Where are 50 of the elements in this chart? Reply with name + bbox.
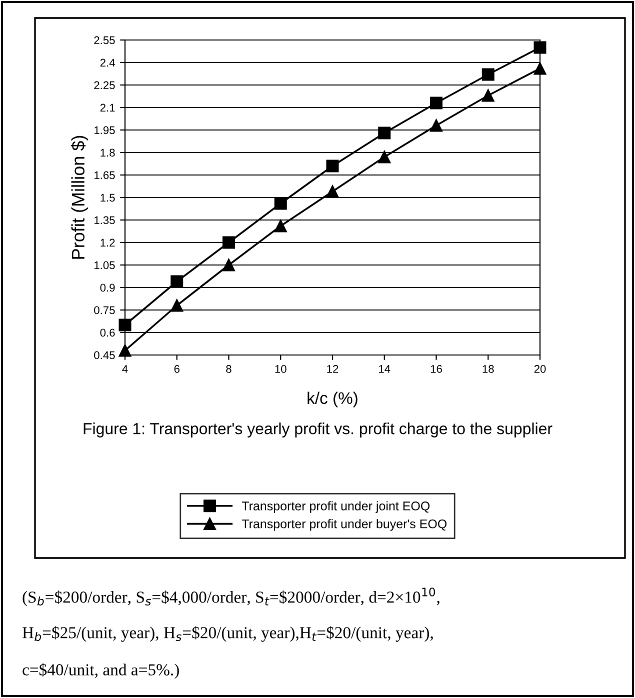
x-tick-label: 10: [275, 365, 286, 373]
legend-label: Transporter profit under joint EOQ: [242, 501, 430, 513]
point: [118, 344, 132, 357]
y-tick-label: 0.75: [94, 306, 115, 314]
point: [378, 126, 391, 140]
point: [482, 68, 494, 81]
point: [222, 236, 235, 249]
text: Figure 1: Transporter's yearly profit vs. profit charge to the supplier: [84, 422, 552, 438]
point: [222, 258, 235, 272]
point: [274, 197, 287, 210]
point: [534, 62, 546, 75]
point: [118, 318, 132, 332]
point: [430, 119, 442, 132]
point: [482, 89, 494, 102]
x-tick-label: 8: [226, 365, 232, 373]
y-axis-title: Profit (Million $): [70, 136, 88, 259]
y-tick-label: 2.25: [94, 81, 115, 90]
y-tick-label: 2.55: [94, 36, 115, 44]
x-tick-label: 20: [534, 365, 546, 373]
x-tick-label: 14: [379, 365, 390, 373]
point: [274, 220, 287, 232]
x-tick-label: 16: [430, 365, 442, 373]
y-tick-label: 0.45: [94, 351, 115, 360]
x-axis-title: k/c (%): [308, 392, 358, 408]
x-tick-label: 6: [174, 365, 180, 373]
legend-label: Transporter profit under buyer's EOQ: [242, 519, 447, 531]
y-tick-label: 2.4: [100, 58, 115, 67]
y-tick-label: 1.2: [100, 238, 115, 247]
x-tick-label: 4: [122, 365, 128, 373]
x-tick-label: 12: [327, 365, 338, 373]
text: H$_{b}$=$25/(unit, year), H$_{s}$=$20/(unit, year),H$_{t}$=$20/(unit, year),: [22, 626, 433, 642]
point: [534, 41, 546, 54]
x-tick-label: 18: [482, 365, 494, 373]
point: [326, 160, 339, 172]
y-tick-label: 1.5: [100, 194, 115, 202]
y-tick-label: 1.8: [100, 148, 115, 157]
point: [170, 275, 184, 288]
y-tick-label: 0.6: [100, 328, 115, 337]
point: [430, 96, 442, 110]
y-tick-label: 1.05: [94, 261, 115, 270]
y-tick-label: 0.9: [100, 284, 115, 292]
y-tick-label: 1.35: [94, 216, 115, 224]
y-tick-label: 1.95: [94, 126, 115, 134]
y-tick-label: 2.1: [100, 104, 115, 112]
y-tick-label: 1.65: [94, 171, 115, 180]
point: [378, 150, 391, 164]
point: [170, 299, 184, 312]
point: [326, 185, 339, 198]
text: c=$40/unit, and a=5%.): [22, 663, 179, 679]
text: (S$_{b}$=$200/order, S$_{s}$=$4,000/order, S$_{t}$=$2000/order, d=2×10$^{10}$,: [22, 588, 440, 606]
